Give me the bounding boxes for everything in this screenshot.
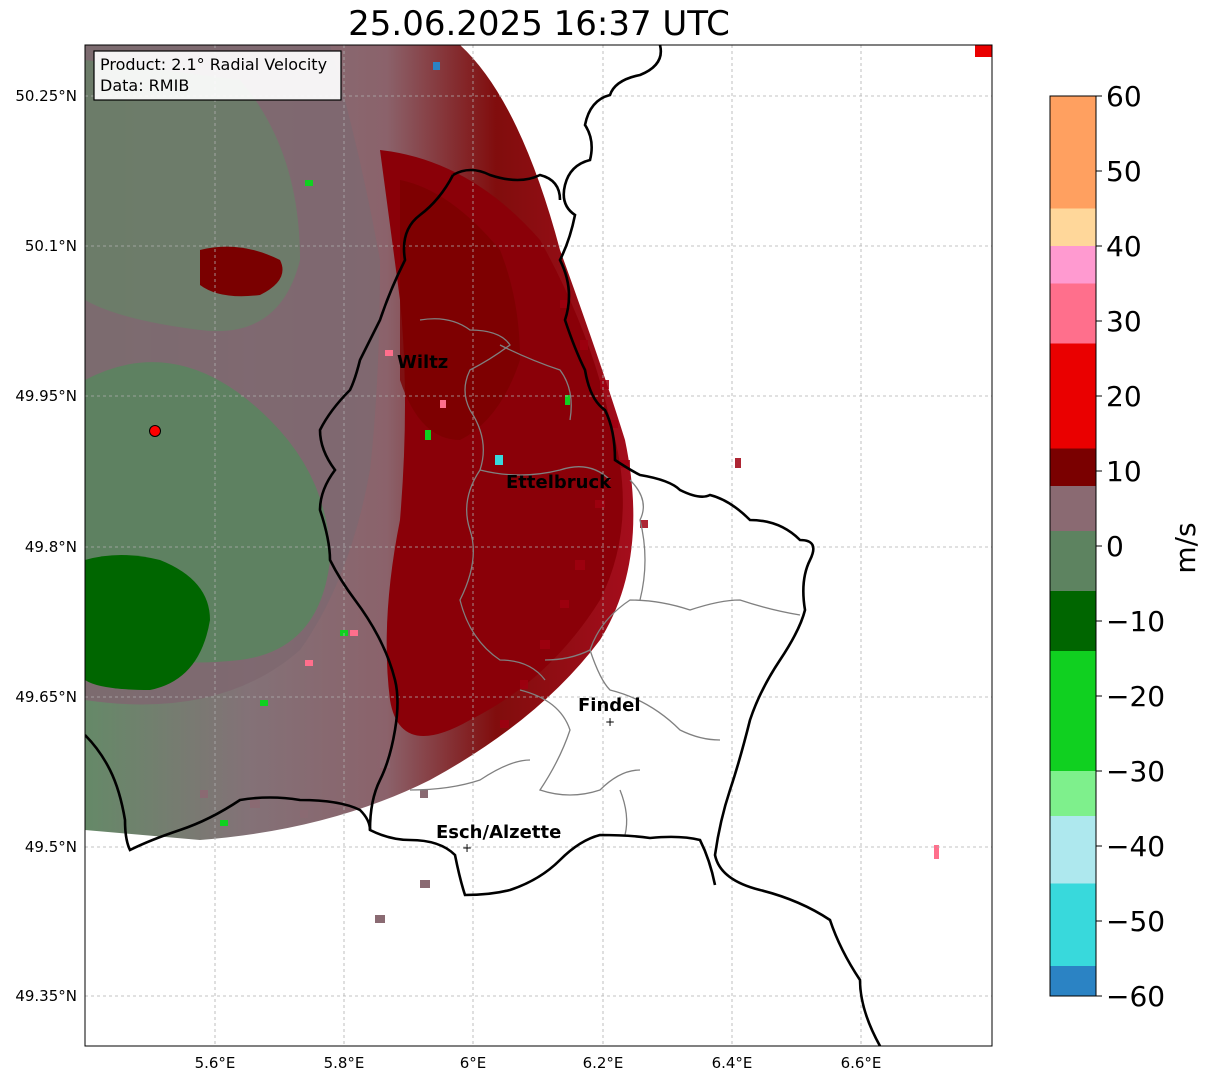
colorbar-tick-label: 10 — [1106, 455, 1142, 488]
colorbar-label: m/s — [1169, 522, 1202, 573]
svg-text:+: + — [462, 841, 472, 855]
colorbar-tick-label: −10 — [1106, 605, 1165, 638]
colorbar-tick-label: −30 — [1106, 755, 1165, 788]
colorbar-band — [1050, 816, 1096, 884]
colorbar-band — [1050, 343, 1096, 449]
colorbar-band — [1050, 486, 1096, 531]
colorbar-band — [1050, 246, 1096, 284]
lat-tick: 50.25°N — [15, 87, 77, 105]
radar-echoes: + + — [85, 45, 992, 1046]
colorbar-band — [1050, 883, 1096, 966]
colorbar-ticks: 60 50 40 30 20 10 0 −10 −20 −30 −40 −50 −60 — [1096, 80, 1165, 1013]
map-frame — [84, 44, 993, 1047]
colorbar-band — [1050, 651, 1096, 771]
lon-tick: 6°E — [460, 1054, 487, 1072]
info-source: Data: RMIB — [100, 76, 189, 95]
lon-tick: 5.6°E — [195, 1054, 236, 1072]
info-box: Product: 2.1° Radial Velocity Data: RMIB — [93, 50, 342, 101]
colorbar-band — [1050, 531, 1096, 591]
colorbar-tick-label: −50 — [1106, 905, 1165, 938]
colorbar-bands — [1050, 96, 1096, 996]
lat-tick: 49.65°N — [15, 688, 77, 706]
city-label-findel: Findel — [578, 695, 641, 716]
lon-axis: 5.6°E 5.8°E 6°E 6.2°E 6.4°E 6.6°E — [195, 1054, 882, 1072]
lat-tick: 50.1°N — [25, 237, 77, 255]
svg-text:+: + — [605, 715, 615, 729]
info-product: Product: 2.1° Radial Velocity — [100, 55, 327, 74]
lat-axis: 50.25°N 50.1°N 49.95°N 49.8°N 49.65°N 49… — [15, 87, 77, 1005]
colorbar-tick-label: 60 — [1106, 80, 1142, 113]
colorbar-tick-label: 20 — [1106, 380, 1142, 413]
colorbar-tick-label: −20 — [1106, 680, 1165, 713]
colorbar-tick-label: 40 — [1106, 230, 1142, 263]
colorbar-band — [1050, 591, 1096, 651]
colorbar-tick-label: 30 — [1106, 305, 1142, 338]
colorbar-band — [1050, 283, 1096, 344]
lon-tick: 5.8°E — [324, 1054, 365, 1072]
colorbar-band — [1050, 96, 1096, 209]
colorbar-tick-label: −40 — [1106, 830, 1165, 863]
national-borders — [85, 45, 882, 1046]
colorbar-band — [1050, 208, 1096, 246]
lat-tick: 49.95°N — [15, 387, 77, 405]
lat-tick: 49.5°N — [25, 838, 77, 856]
lat-tick: 49.35°N — [15, 987, 77, 1005]
colorbar-band — [1050, 448, 1096, 486]
lon-tick: 6.6°E — [841, 1054, 882, 1072]
colorbar-tick-label: 0 — [1106, 530, 1124, 563]
lon-tick: 6.4°E — [712, 1054, 753, 1072]
colorbar-tick-label: −60 — [1106, 980, 1165, 1013]
colorbar: 60 50 40 30 20 10 0 −10 −20 −30 −40 −50 −60 m/s — [1049, 80, 1202, 1013]
lon-tick: 6.2°E — [583, 1054, 624, 1072]
colorbar-tick-label: 50 — [1106, 155, 1142, 188]
map-title: 25.06.2025 16:37 UTC — [348, 4, 730, 44]
colorbar-band — [1050, 771, 1096, 816]
city-label-esch-alzette: Esch/Alzette — [436, 822, 561, 843]
colorbar-band — [1050, 966, 1096, 996]
city-label-wiltz: Wiltz — [397, 352, 448, 373]
city-label-ettelbruck: Ettelbruck — [506, 472, 612, 493]
admin-borders — [409, 318, 801, 836]
lat-tick: 49.8°N — [25, 538, 77, 556]
radar-site-marker — [149, 425, 161, 437]
